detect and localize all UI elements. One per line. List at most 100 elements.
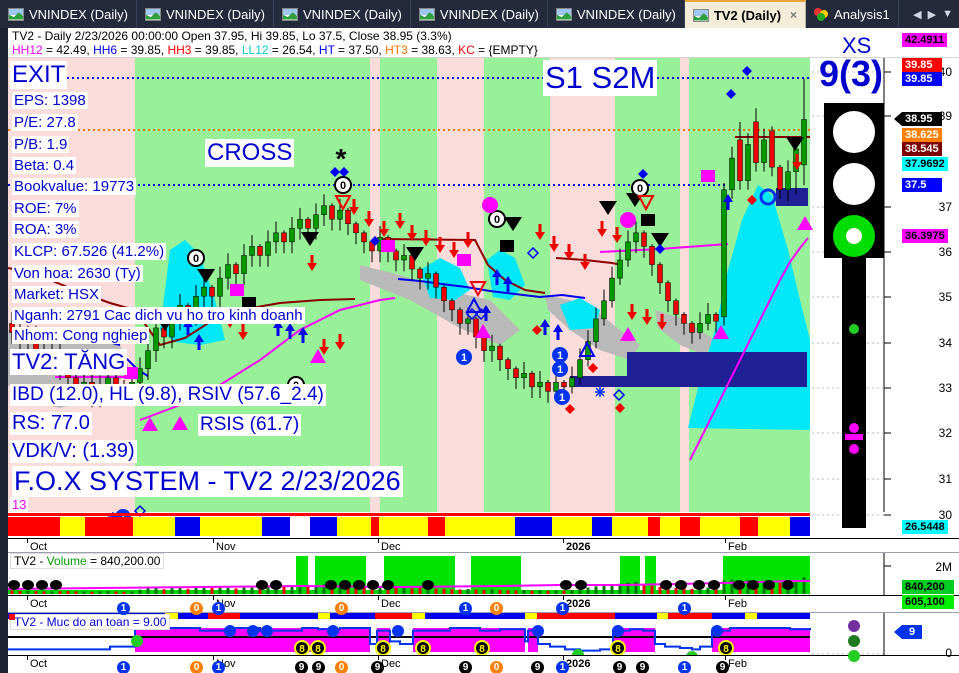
volume-dot-marker xyxy=(675,580,687,590)
red-arrow-down-marker xyxy=(238,324,248,340)
volume-label-part: Volume xyxy=(46,554,87,568)
date-tick xyxy=(27,539,28,543)
circled-one-marker: 1 xyxy=(554,389,570,405)
tab-vnindex-5[interactable]: VNINDEX (Daily) xyxy=(548,0,685,28)
volume-bar xyxy=(410,588,414,594)
gray-band xyxy=(360,265,520,345)
price-axis-label: 34 xyxy=(938,336,952,350)
trend-ribbon-segment xyxy=(379,517,428,536)
overlay-pb: P/B: 1.9 xyxy=(12,136,70,153)
magenta-triangle-up-marker xyxy=(310,349,326,363)
volume-bar xyxy=(266,586,270,594)
chart-thumbnail-icon xyxy=(144,7,161,21)
date-label-Feb: Feb xyxy=(728,658,747,670)
safety-ribbon-segment xyxy=(412,613,425,619)
candle-body xyxy=(681,314,687,324)
candle-body xyxy=(273,232,279,243)
tab-menu-icon[interactable]: ▼ xyxy=(942,8,953,20)
candle-body xyxy=(329,205,335,220)
volume-dot-marker xyxy=(22,580,34,590)
volume-bar xyxy=(306,586,310,594)
safety-eight-badge: 8 xyxy=(294,640,310,656)
safety-panel[interactable]: 8 8 8 8 8 8 8 TV2 - Muc do an toan = 9.00 xyxy=(8,612,959,663)
volume-dot-marker xyxy=(36,580,48,590)
circled-marker-1: 1 xyxy=(212,661,225,673)
candle-body xyxy=(417,268,423,279)
safety-axis-zero: 0 xyxy=(945,646,952,660)
indicator-value: = 42.49, xyxy=(42,43,94,57)
hollow-blue-triangle-marker xyxy=(578,340,596,357)
analysis-icon xyxy=(814,7,829,21)
chart-header: TV2 - Daily 2/23/2026 00:00:00 Open 37.9… xyxy=(8,28,959,58)
candle-body xyxy=(745,144,751,181)
circled-marker-1: 1 xyxy=(212,602,225,615)
tab-close-icon[interactable]: × xyxy=(790,8,798,22)
tab-vnindex-1[interactable]: VNINDEX (Daily) xyxy=(0,0,137,28)
candle-body xyxy=(505,359,511,369)
tab-scroll-left-icon[interactable]: ◀ xyxy=(913,8,922,21)
volume-bar xyxy=(698,588,702,594)
tab-label: VNINDEX (Daily) xyxy=(165,6,265,22)
svg-text:1: 1 xyxy=(557,364,563,376)
volume-bar xyxy=(402,587,406,594)
trend-ribbon-segment xyxy=(310,517,337,536)
volume-date-axis: Oct Nov Dec 2026 Feb xyxy=(8,595,959,612)
red-diamond-marker xyxy=(588,363,598,373)
volume-dot-marker xyxy=(575,580,587,590)
blue-diamond-marker xyxy=(339,167,349,177)
overlay-tv2-trend: TV2: TĂNG xyxy=(10,349,128,375)
date-tick xyxy=(378,539,379,543)
price-tag-39.85: 39.85 xyxy=(902,58,942,72)
date-tick xyxy=(725,596,726,600)
volume-bar xyxy=(578,588,582,594)
trend-ribbon-segment xyxy=(200,517,262,536)
chart-thumbnail-icon xyxy=(281,7,298,21)
signal-bar-dot xyxy=(849,324,859,334)
tab-label: VNINDEX (Daily) xyxy=(302,6,402,22)
price-tag-26.5448: 26.5448 xyxy=(902,520,948,534)
blue-diamond-marker xyxy=(655,244,665,254)
tab-vnindex-2[interactable]: VNINDEX (Daily) xyxy=(137,0,274,28)
magenta-triangle-up-marker xyxy=(172,416,188,430)
price-chart-svg[interactable]: 0000011111* xyxy=(7,58,959,538)
trend-ribbon-segment xyxy=(60,517,85,536)
chart-thumbnail-icon xyxy=(692,8,709,22)
circled-marker-9: 9 xyxy=(716,661,729,673)
date-tick xyxy=(563,656,564,660)
volume-bar xyxy=(298,585,302,594)
volume-dot-marker xyxy=(8,580,20,590)
overlay-nhom: Nhom: Cong nghiep xyxy=(12,327,150,344)
tab-vnindex-3[interactable]: VNINDEX (Daily) xyxy=(274,0,411,28)
tab-tv2-active[interactable]: TV2 (Daily) × xyxy=(684,0,807,28)
volume-svg[interactable] xyxy=(7,552,959,595)
lamp-center-dot xyxy=(846,228,862,244)
volume-panel[interactable]: TV2 - Volume = 840,200.00 xyxy=(7,552,959,595)
safety-right-dot xyxy=(848,650,860,662)
overlay-beta: Beta: 0.4 xyxy=(12,157,77,174)
blue-arrow-up-marker xyxy=(194,334,204,350)
main-chart-panel[interactable]: 0000011111* xyxy=(7,58,959,538)
tab-vnindex-4[interactable]: VNINDEX (Daily) xyxy=(411,0,548,28)
circled-marker-0: 0 xyxy=(490,602,503,615)
safety-blue-dot xyxy=(224,625,236,637)
magenta-square-marker xyxy=(701,170,715,182)
candle-body xyxy=(577,359,583,379)
tab-scroll-right-icon[interactable]: ▶ xyxy=(927,8,937,21)
red-arrow-down-marker xyxy=(580,254,590,270)
candle-body xyxy=(433,273,439,288)
candle-body xyxy=(593,318,599,342)
svg-text:0: 0 xyxy=(340,180,346,192)
price-axis-label: 37 xyxy=(938,200,952,214)
safety-ribbon-segment xyxy=(330,613,375,619)
volume-bar xyxy=(714,588,718,594)
candle-body xyxy=(529,372,535,388)
date-tick xyxy=(725,539,726,543)
black-triangle-down-marker xyxy=(406,247,424,261)
volume-bar xyxy=(482,589,486,594)
volume-bar xyxy=(242,587,246,594)
circled-marker-1: 1 xyxy=(117,661,130,673)
black-triangle-down-marker xyxy=(301,232,319,246)
volume-bar xyxy=(586,587,590,594)
tab-analysis1[interactable]: Analysis1 xyxy=(806,0,899,28)
